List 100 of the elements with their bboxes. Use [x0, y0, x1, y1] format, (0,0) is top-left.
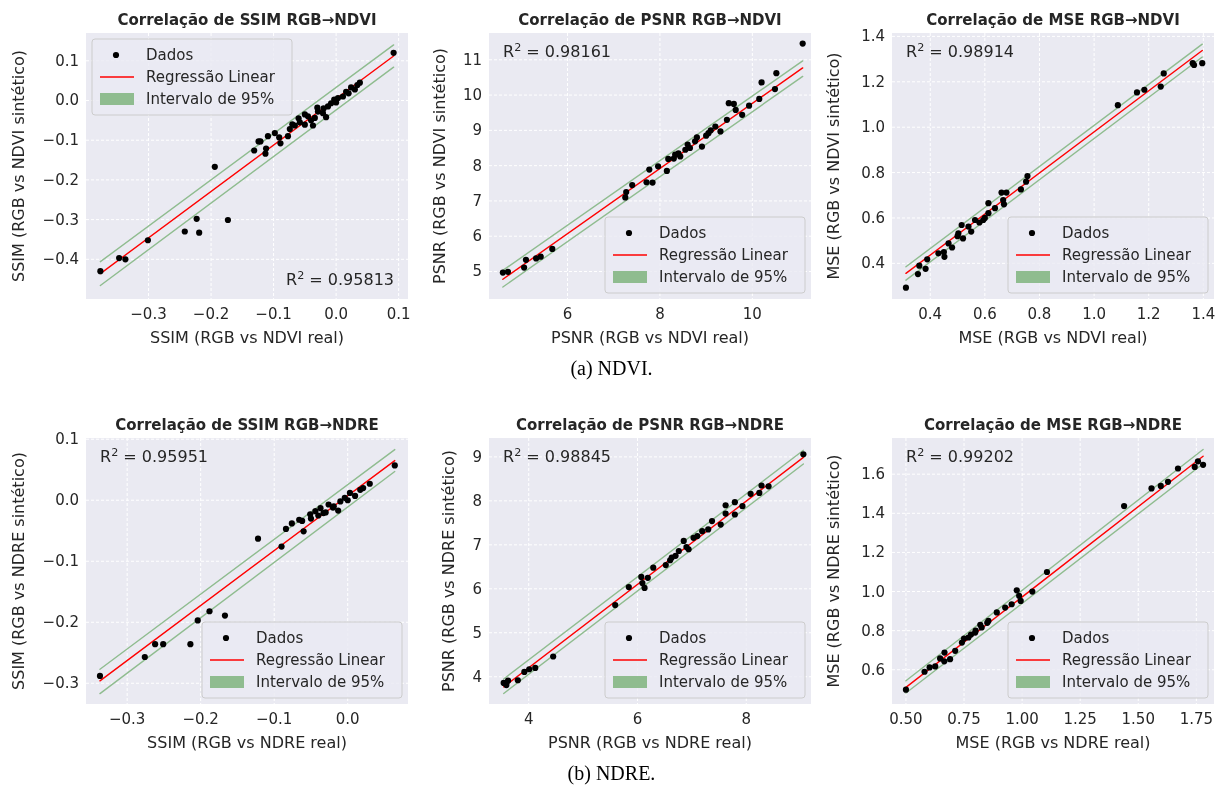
x-tick-label: −0.2 [182, 710, 219, 728]
x-tick-label: 6 [632, 710, 643, 728]
x-axis-title: MSE (RGB vs NDVI real) [958, 328, 1148, 347]
x-tick-label: 1.75 [1179, 710, 1214, 728]
x-tick-label: 8 [655, 305, 665, 323]
x-tick-label: 1.25 [1063, 710, 1097, 728]
x-tick-label: 0.1 [386, 305, 411, 323]
x-tick-label: 0.50 [889, 710, 923, 728]
legend-label: Intervalo de 95% [659, 268, 788, 286]
y-tick-label: 7 [472, 191, 482, 210]
y-tick-label: 1.2 [861, 72, 885, 91]
x-tick-label: 0.6 [972, 305, 997, 323]
legend-label: Intervalo de 95% [1062, 268, 1191, 286]
y-tick-label: −0.4 [42, 250, 79, 269]
legend-label: Intervalo de 95% [1062, 673, 1191, 691]
y-tick-label: 1.0 [861, 582, 885, 601]
x-tick-label: 0.0 [335, 710, 360, 728]
x-tick-label: −0.1 [255, 305, 292, 323]
y-tick-label: 8 [472, 491, 482, 510]
x-tick-label: 0.0 [324, 305, 349, 323]
x-axis-title: SSIM (RGB vs NDVI real) [150, 328, 344, 347]
x-tick-label: 1.2 [1136, 305, 1161, 323]
x-tick-label: 8 [741, 710, 752, 728]
x-tick-label: 1.4 [1191, 305, 1216, 323]
y-tick-label: 0.4 [861, 254, 885, 273]
legend-label: Dados [659, 629, 707, 647]
y-tick-label: 0.1 [55, 51, 79, 70]
legend-label: Regressão Linear [659, 246, 789, 264]
legend-label: Dados [256, 629, 304, 647]
x-axis-title: MSE (RGB vs NDRE real) [955, 733, 1151, 752]
y-tick-label: 1.6 [861, 465, 885, 484]
y-tick-label: −0.2 [42, 170, 79, 189]
y-tick-label: 8 [472, 156, 482, 175]
y-tick-label: 0.0 [55, 491, 79, 510]
annotation: R$^{2}$ = 0.95813 [286, 268, 394, 289]
y-tick-label: 1.2 [861, 543, 885, 562]
x-tick-label: 1.00 [1005, 710, 1039, 728]
legend-label: Intervalo de 95% [659, 673, 788, 691]
x-tick-label: 0.75 [947, 710, 981, 728]
y-tick-label: 11 [462, 50, 482, 69]
y-tick-label: 7 [472, 535, 482, 554]
y-tick-label: 9 [472, 121, 482, 140]
chart-title: Correlação de MSE RGB→NDRE [923, 416, 1183, 434]
x-axis-title: SSIM (RGB vs NDRE real) [147, 733, 347, 752]
x-axis-title: PSNR (RGB vs NDVI real) [550, 328, 750, 347]
text: (b) NDRE. [567, 762, 656, 785]
y-tick-label: −0.3 [42, 210, 79, 229]
y-tick-label: 6 [472, 227, 482, 246]
y-tick-label: 0.1 [55, 430, 79, 449]
x-axis-title: PSNR (RGB vs NDRE real) [548, 733, 752, 752]
y-tick-label: 10 [462, 86, 482, 105]
y-axis-title: PSNR (RGB vs NDVI sintético) [430, 47, 449, 285]
y-axis-title: SSIM (RGB vs NDVI sintético) [9, 50, 28, 282]
legend-label: Dados [146, 46, 194, 64]
annotation: R$^{2}$ = 0.99202 [906, 445, 1014, 466]
y-axis-title: PSNR (RGB vs NDRE sintético) [439, 450, 458, 692]
legend-label: Regressão Linear [659, 651, 789, 669]
y-tick-label: 0.8 [861, 163, 885, 182]
annotation: R$^{2}$ = 0.98845 [503, 445, 611, 466]
annotation: R$^{2}$ = 0.95951 [100, 445, 208, 466]
y-tick-label: 4 [472, 667, 482, 686]
y-tick-label: 0.8 [861, 621, 885, 640]
y-tick-label: 1.4 [861, 27, 885, 46]
chart-title: Correlação de PSNR RGB→NDRE [515, 416, 785, 434]
chart-title: Correlação de PSNR RGB→NDVI [518, 11, 782, 29]
y-tick-label: 5 [472, 623, 482, 642]
y-axis-title: MSE (RGB vs NDRE sintético) [824, 454, 843, 688]
y-tick-label: 9 [472, 447, 482, 466]
y-tick-label: 0.6 [861, 208, 885, 227]
legend-label: Dados [1062, 629, 1110, 647]
legend-label: Intervalo de 95% [256, 673, 385, 691]
x-tick-label: 1.50 [1121, 710, 1155, 728]
x-tick-label: −0.2 [192, 305, 230, 323]
annotation: R$^{2}$ = 0.98161 [503, 40, 611, 61]
x-tick-label: 0.8 [1027, 305, 1052, 323]
x-tick-label: 10 [742, 305, 762, 323]
annotation: R$^{2}$ = 0.98914 [906, 40, 1014, 61]
y-tick-label: 5 [472, 262, 482, 281]
y-tick-label: −0.1 [42, 131, 79, 150]
x-tick-label: −0.3 [130, 305, 167, 323]
legend-label: Intervalo de 95% [146, 90, 275, 108]
legend-label: Dados [659, 224, 707, 242]
y-tick-label: 0.6 [861, 660, 885, 679]
text: (a) NDVI. [570, 357, 653, 380]
y-tick-label: −0.2 [42, 613, 79, 632]
chart-title: Correlação de SSIM RGB→NDVI [117, 11, 377, 29]
x-tick-label: −0.1 [255, 710, 293, 728]
y-tick-label: 1.4 [861, 504, 885, 523]
chart-title: Correlação de MSE RGB→NDVI [926, 11, 1180, 29]
x-tick-label: 6 [562, 305, 573, 323]
x-tick-label: 4 [523, 710, 534, 728]
x-tick-label: −0.3 [108, 710, 146, 728]
y-axis-title: MSE (RGB vs NDVI sintético) [824, 52, 843, 280]
y-tick-label: 0.0 [55, 91, 79, 110]
legend-label: Dados [1062, 224, 1110, 242]
y-tick-label: 6 [472, 579, 482, 598]
chart-title: Correlação de SSIM RGB→NDRE [115, 416, 379, 434]
legend-label: Regressão Linear [256, 651, 386, 669]
x-tick-label: 1.0 [1082, 305, 1107, 323]
legend-label: Regressão Linear [1062, 651, 1192, 669]
